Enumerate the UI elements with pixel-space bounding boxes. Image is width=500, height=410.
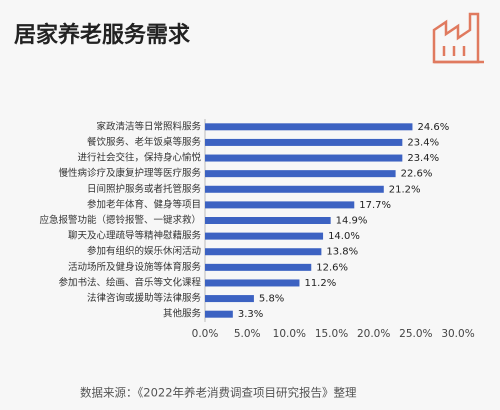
category-label: 参加书法、绘画、音乐等文化课程	[58, 276, 201, 288]
category-label: 其他服务	[163, 308, 202, 320]
bar	[205, 201, 355, 209]
bar	[205, 154, 403, 162]
value-label: 11.2%	[304, 278, 336, 289]
x-tick-label: 5.0%	[234, 328, 261, 340]
category-label: 进行社会交往，保持身心愉悦	[77, 152, 201, 164]
bar	[205, 123, 413, 131]
value-label: 5.8%	[259, 294, 284, 305]
category-label: 餐饮服务、老年饭桌等服务	[87, 136, 202, 148]
value-label: 23.4%	[407, 137, 439, 148]
category-label: 参加老年体育、健身等项目	[87, 198, 201, 210]
bar	[205, 263, 312, 271]
value-label: 13.8%	[326, 247, 358, 258]
category-label: 活动场所及健身设施等体育服务	[68, 261, 202, 273]
x-tick-label: 25.0%	[399, 328, 432, 340]
category-label: 家政清洁等日常照料服务	[96, 120, 201, 132]
category-label: 参加有组织的娱乐休闲活动	[87, 245, 201, 257]
factory-icon	[432, 12, 484, 64]
chart-title: 居家养老服务需求	[14, 22, 190, 48]
value-label: 24.6%	[417, 122, 449, 133]
value-label: 3.3%	[238, 309, 263, 320]
value-label: 14.9%	[336, 216, 368, 227]
category-label: 慢性病诊疗及康复护理等医疗服务	[58, 167, 201, 179]
value-label: 17.7%	[359, 200, 391, 211]
category-label: 聊天及心理疏导等精神慰藉服务	[68, 230, 202, 242]
bar	[205, 185, 384, 193]
category-label: 应急报警功能（摁铃报警、一键求救）	[39, 214, 201, 226]
bar	[205, 232, 324, 240]
bar	[205, 295, 254, 303]
value-label: 12.6%	[316, 262, 348, 273]
bar	[205, 279, 300, 287]
value-label: 23.4%	[407, 153, 439, 164]
x-tick-label: 30.0%	[441, 328, 474, 340]
x-tick-label: 0.0%	[192, 328, 219, 340]
x-tick-label: 10.0%	[273, 328, 306, 340]
bar	[205, 170, 396, 178]
x-tick-label: 15.0%	[315, 328, 348, 340]
value-label: 21.2%	[389, 184, 421, 195]
x-tick-label: 20.0%	[357, 328, 390, 340]
bar	[205, 310, 233, 318]
bar	[205, 217, 331, 224]
category-label: 法律咨询或援助等法律服务	[87, 292, 202, 304]
bar	[205, 248, 322, 256]
value-label: 22.6%	[401, 169, 433, 180]
bar	[205, 138, 403, 146]
category-label: 日间照护服务或者托管服务	[87, 183, 202, 195]
value-label: 14.0%	[328, 231, 360, 242]
source-note: 数据来源：《2022年养老消费调查项目研究报告》整理	[80, 386, 357, 400]
